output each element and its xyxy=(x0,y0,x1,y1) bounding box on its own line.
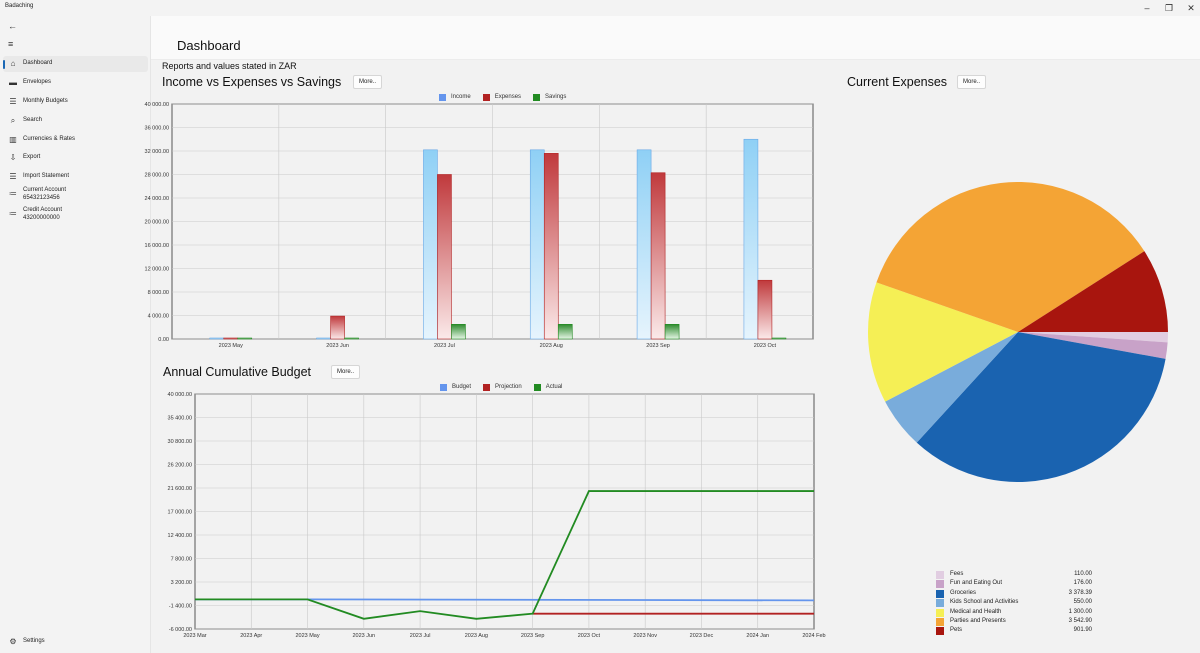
sidebar-item-label: Current Account xyxy=(23,187,67,193)
income-more-button[interactable]: More.. xyxy=(353,75,383,89)
close-button[interactable]: ✕ xyxy=(1187,3,1195,13)
sidebar-item-currencies-rates[interactable]: ▥ Currencies & Rates xyxy=(3,132,148,148)
legend-swatch xyxy=(936,608,944,617)
budget-more-button[interactable]: More.. xyxy=(331,365,361,379)
sidebar-item-search[interactable]: ⌕ Search xyxy=(3,113,148,129)
pie-legend-row[interactable]: Groceries 3 378.39 xyxy=(936,589,1092,598)
account-icon: ≔ xyxy=(9,209,17,218)
sidebar-item-label: Credit Account xyxy=(23,207,63,213)
pie-legend-row[interactable]: Parties and Presents 3 542.90 xyxy=(936,617,1092,626)
account-icon: ≔ xyxy=(9,189,17,198)
legend-swatch xyxy=(936,599,944,608)
legend-swatch xyxy=(483,383,491,391)
sidebar-item-label: Import Statement xyxy=(23,173,70,179)
legend-swatch xyxy=(439,93,446,101)
sidebar: ← ≡ ⌂ Dashboard ▬ Envelopes ☰ Monthly Bu… xyxy=(0,16,150,653)
legend-item-savings[interactable]: Savings xyxy=(533,92,566,102)
pie-legend-row[interactable]: Medical and Health 1 300.00 xyxy=(936,608,1092,617)
sidebar-item-label: Export xyxy=(23,154,41,160)
sidebar-item-label: Search xyxy=(23,117,43,123)
sidebar-item-label: Dashboard xyxy=(23,60,53,66)
app-title: Badaching xyxy=(5,3,34,9)
legend-item-actual[interactable]: Actual xyxy=(533,382,562,392)
budget-chart-title: Annual Cumulative Budget xyxy=(163,365,312,379)
legend-swatch xyxy=(936,589,944,598)
legend-swatch xyxy=(936,627,944,636)
expenses-pie-title: Current Expenses xyxy=(847,75,948,89)
active-indicator xyxy=(3,60,5,69)
sidebar-item-export[interactable]: ⇩ Export xyxy=(3,150,148,166)
sidebar-item-credit-account[interactable]: ≔ Credit Account 43200000000 xyxy=(3,204,148,224)
expenses-pie-legend: Fees 110.00 Fun and Eating Out 176.00 Groc… xyxy=(936,570,1092,636)
pie-legend-row[interactable]: Pets 901.90 xyxy=(936,626,1092,636)
income-chart-title: Income vs Expenses vs Savings xyxy=(162,75,342,89)
sidebar-item-current-account[interactable]: ≔ Current Account 65432123456 xyxy=(3,184,148,204)
list-icon: ☰ xyxy=(9,97,17,106)
pie-legend-row[interactable]: Fun and Eating Out 176.00 xyxy=(936,579,1092,589)
sidebar-item-dashboard[interactable]: ⌂ Dashboard xyxy=(3,56,148,72)
legend-swatch xyxy=(533,383,541,391)
sidebar-item-monthly-budgets[interactable]: ☰ Monthly Budgets xyxy=(3,94,148,110)
folder-icon: ▬ xyxy=(9,78,17,87)
maximize-button[interactable]: ❐ xyxy=(1164,3,1174,13)
hamburger-menu-icon[interactable]: ≡ xyxy=(8,39,14,49)
gear-icon: ⚙ xyxy=(9,637,17,646)
account-number: 43200000000 xyxy=(23,215,60,221)
title-bar: Badaching – ❐ ✕ xyxy=(0,0,1200,16)
minimize-button[interactable]: – xyxy=(1144,3,1150,13)
legend-item-budget[interactable]: Budget xyxy=(440,382,471,392)
legend-item-expenses[interactable]: Expenses xyxy=(482,92,521,102)
page-header: Dashboard xyxy=(151,16,1200,60)
sidebar-item-label: Monthly Budgets xyxy=(23,98,68,104)
sidebar-item-label: Settings xyxy=(23,638,45,644)
pie-legend-row[interactable]: Fees 110.00 xyxy=(936,570,1092,579)
sidebar-item-label: Envelopes xyxy=(23,79,52,85)
legend-swatch xyxy=(533,93,541,101)
sidebar-item-import-statement[interactable]: ☰ Import Statement xyxy=(3,169,148,185)
legend-item-projection[interactable]: Projection xyxy=(483,382,522,392)
income-chart-legend: Income Expenses Savings xyxy=(439,92,566,102)
legend-swatch xyxy=(936,571,944,579)
chart-icon: ▥ xyxy=(9,135,17,144)
sidebar-item-settings[interactable]: ⚙ Settings xyxy=(3,634,148,650)
expenses-more-button[interactable]: More.. xyxy=(957,75,987,89)
pie-legend-row[interactable]: Kids School and Activities 550.00 xyxy=(936,598,1092,608)
sidebar-item-envelopes[interactable]: ▬ Envelopes xyxy=(3,75,148,91)
legend-swatch xyxy=(482,93,490,101)
main-content: Dashboard Reports and values stated in Z… xyxy=(150,16,1200,653)
import-icon: ☰ xyxy=(9,172,17,181)
page-title: Dashboard xyxy=(177,38,241,53)
budget-chart-legend: Budget Projection Actual xyxy=(440,382,562,392)
home-icon: ⌂ xyxy=(10,59,16,68)
sidebar-item-label: Currencies & Rates xyxy=(23,136,76,142)
currency-note: Reports and values stated in ZAR xyxy=(162,61,297,71)
account-number: 65432123456 xyxy=(23,195,60,201)
legend-swatch xyxy=(936,617,944,626)
search-icon: ⌕ xyxy=(10,116,16,125)
legend-swatch xyxy=(936,580,944,589)
back-arrow-icon[interactable]: ← xyxy=(8,21,17,31)
export-icon: ⇩ xyxy=(9,153,17,162)
legend-item-income[interactable]: Income xyxy=(439,92,471,102)
legend-swatch xyxy=(440,383,447,391)
